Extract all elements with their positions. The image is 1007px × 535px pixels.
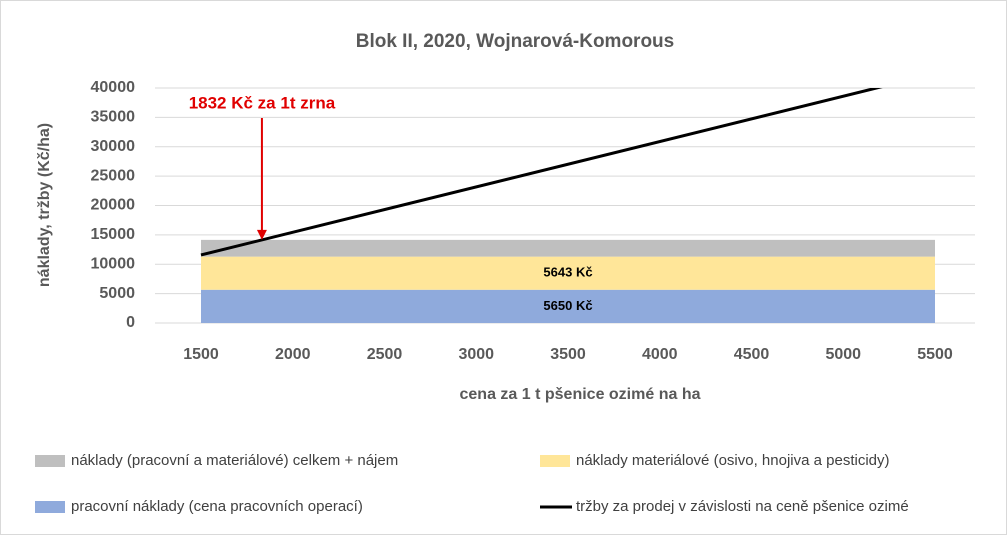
legend-label: náklady (pracovní a materiálové) celkem … xyxy=(71,452,398,469)
x-tick-label: 3500 xyxy=(550,346,586,363)
y-tick-label: 30000 xyxy=(91,138,136,155)
area-band xyxy=(201,256,935,290)
y-tick-label: 20000 xyxy=(91,197,136,214)
legend-label: pracovní náklady (cena pracovních operac… xyxy=(71,498,363,515)
legend-label: tržby za prodej v závislosti na ceně pše… xyxy=(576,498,909,515)
x-tick-label: 3000 xyxy=(458,346,494,363)
area-band xyxy=(201,289,935,323)
y-tick-label: 25000 xyxy=(91,167,136,184)
x-tick-label: 2000 xyxy=(275,346,311,363)
y-tick-label: 15000 xyxy=(91,226,136,243)
x-tick-label: 5500 xyxy=(917,346,953,363)
chart-title: Blok II, 2020, Wojnarová-Komorous xyxy=(356,31,675,52)
legend-swatch xyxy=(35,455,65,467)
area-band xyxy=(201,239,935,257)
y-tick-label: 35000 xyxy=(91,109,136,126)
legend-swatch xyxy=(35,501,65,513)
y-tick-label: 40000 xyxy=(91,79,136,96)
legend-swatch xyxy=(540,455,570,467)
annotation-arrowhead xyxy=(256,229,267,240)
legend-label: náklady materiálové (osivo, hnojiva a pe… xyxy=(576,452,889,469)
x-tick-label: 4000 xyxy=(642,346,678,363)
x-tick-label: 2500 xyxy=(367,346,403,363)
line-series xyxy=(200,88,883,257)
data-label: 5650 Kč xyxy=(543,298,592,313)
x-axis-label: cena za 1 t pšenice ozimé na ha xyxy=(460,386,701,403)
x-tick-label: 5000 xyxy=(825,346,861,363)
y-tick-label: 0 xyxy=(126,314,135,331)
y-axis-label: náklady, tržby (Kč/ha) xyxy=(36,123,53,287)
y-tick-label: 5000 xyxy=(99,285,135,302)
y-tick-label: 10000 xyxy=(91,255,136,272)
x-tick-label: 4500 xyxy=(734,346,770,363)
x-tick-label: 1500 xyxy=(183,346,219,363)
data-label: 5643 Kč xyxy=(543,265,592,280)
annotation-text: 1832 Kč za 1t zrna xyxy=(189,93,336,112)
